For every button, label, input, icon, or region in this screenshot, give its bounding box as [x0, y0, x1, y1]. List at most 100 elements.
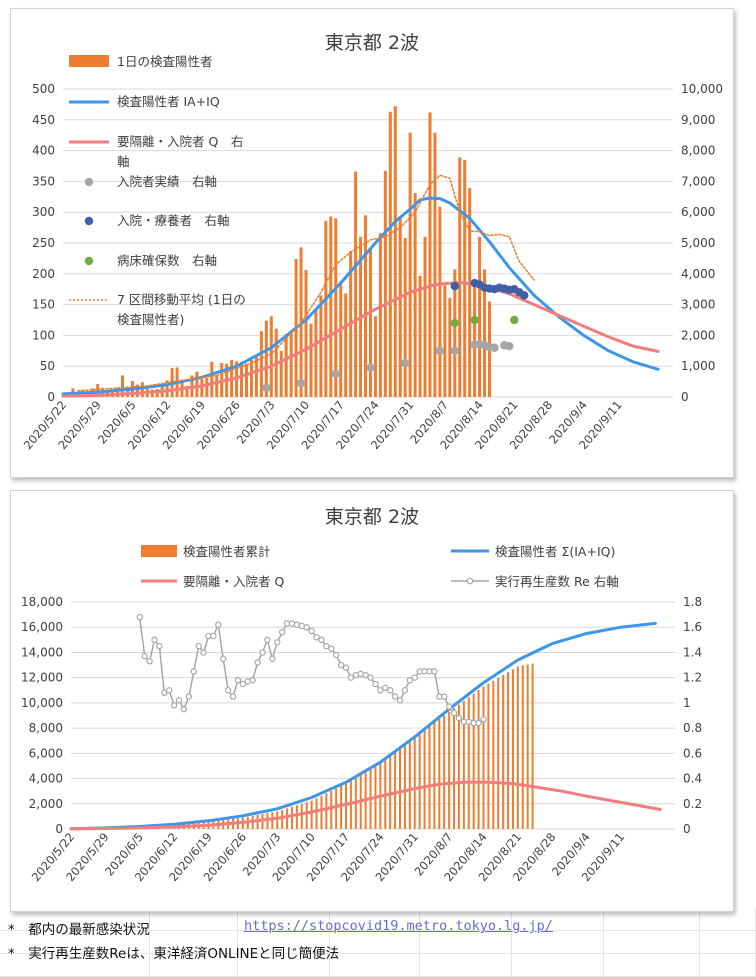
cumulative-bar: [276, 811, 279, 829]
scatter-point: [435, 346, 445, 355]
re-point: [249, 676, 256, 684]
daily-positive-bar: [453, 269, 457, 397]
y-right-tick-label: 0: [681, 390, 689, 404]
y-left-tick-label: 0: [55, 822, 63, 836]
sheet-cell: [604, 908, 700, 931]
cumulative-bar: [457, 704, 460, 829]
sheet-cell: [238, 931, 330, 954]
note-re-method: * 実行再生産数Reは、東洋経済ONLINEと同じ簡便法: [8, 946, 340, 962]
re-point: [445, 703, 453, 710]
daily-positive-bar: [249, 360, 253, 397]
daily-positive-bar: [413, 193, 417, 397]
y-left-tick-label: 12,000: [21, 671, 63, 685]
stopcovid-link[interactable]: https://stopcovid19.metro.tokyo.lg.jp/: [244, 918, 553, 934]
daily-positive-bar: [408, 132, 412, 397]
y-left-tick-label: 2,000: [29, 797, 63, 811]
re-point: [141, 653, 148, 660]
cumulative-bar: [453, 708, 456, 829]
daily-positive-bar: [458, 157, 462, 397]
re-point: [156, 642, 163, 650]
sheet-cell: [330, 908, 420, 931]
daily-positive-chart-svg: 東京都 2波 0 50 100 150 200 250 300 350 400 450 500 0 1,0…: [21, 32, 723, 452]
re-point: [455, 714, 463, 722]
re-point: [175, 697, 183, 704]
legend-gray-marker: [466, 577, 474, 585]
daily-positive-bar: [96, 384, 100, 397]
scatter-point: [450, 346, 459, 355]
scatter-point: [470, 315, 479, 325]
scatter-point: [490, 343, 499, 352]
y-left-tick-label: 300: [32, 205, 55, 219]
re-point: [239, 680, 247, 688]
legend-red-label: 要隔離・入院者 Q: [183, 574, 284, 589]
daily-positive-bar: [393, 106, 397, 398]
scatter-point: [331, 369, 340, 379]
cumulative-bar: [310, 800, 313, 829]
y-right-tick-label: 0.2: [683, 797, 702, 811]
cumulative-bar: [433, 722, 436, 829]
cumulative-bar: [325, 793, 328, 829]
re-point: [136, 613, 143, 621]
daily-positive-chart[interactable]: 東京都 2波 0 50 100 150 200 250 300 350 400 450 500 0 1,0…: [10, 8, 734, 478]
y-right-tick-label: 9,000: [681, 113, 715, 127]
y-left-tick-label: 450: [32, 113, 55, 127]
daily-positive-bar: [304, 270, 308, 397]
daily-positive-bar: [259, 331, 263, 397]
cumulative-bar: [487, 683, 490, 829]
re-point: [146, 658, 153, 665]
daily-positive-bar: [373, 316, 377, 397]
y-left-tick-label: 400: [32, 144, 55, 158]
sheet-cell: [330, 954, 420, 977]
legend-bar-swatch: [69, 55, 109, 67]
daily-positive-bar: [473, 282, 477, 397]
re-point: [386, 687, 394, 694]
legend-gray-label: 入院者実績 右軸: [117, 174, 217, 189]
cumulative-bar: [418, 733, 421, 829]
re-point: [367, 674, 374, 681]
cumulative-positive-chart[interactable]: 東京都 2波 0 2,000 4,000 6,000 8,000 10,000 12,000 1…: [10, 490, 734, 912]
y-left-tick-label: 14,000: [21, 645, 63, 659]
re-point: [269, 655, 276, 662]
daily-positive-bar: [279, 350, 283, 397]
legend-gray-label: 実行再生産数 Re 右軸: [495, 574, 619, 589]
note-latest-status: * 都内の最新感染状況: [8, 922, 150, 938]
cumulative-bar: [408, 740, 411, 829]
sheet-cell: [238, 908, 330, 931]
re-point: [161, 689, 168, 696]
cumulative-bar: [394, 751, 397, 829]
cumulative-bar: [443, 715, 446, 829]
re-point: [185, 693, 193, 700]
daily-positive-bar: [339, 281, 343, 397]
daily-positive-bar: [215, 375, 219, 397]
re-point: [254, 659, 261, 666]
cumulative-bar: [300, 803, 303, 829]
y-left-tick-label: 16,000: [21, 620, 63, 634]
scatter-point: [262, 383, 271, 392]
cumulative-bar: [315, 798, 318, 829]
re-point: [401, 687, 409, 694]
re-point: [441, 693, 448, 700]
re-point: [170, 702, 178, 709]
cumulative-bar: [295, 805, 298, 829]
re-point: [342, 664, 350, 671]
cumulative-bar: [428, 726, 431, 829]
y-right-tick-label: 1.8: [683, 595, 702, 609]
daily-positive-bar: [433, 132, 437, 397]
daily-positive-bar: [319, 295, 323, 397]
daily-positive-bar: [140, 382, 144, 397]
re-point: [259, 649, 266, 656]
daily-positive-bar: [438, 206, 442, 397]
re-point: [450, 709, 458, 717]
sheet-cell: [700, 954, 756, 977]
sheet-cell: [604, 931, 700, 954]
cumulative-bar: [403, 744, 406, 829]
legend-bar-label: 検査陽性者累計: [183, 544, 271, 559]
sheet-cell: [604, 954, 700, 977]
daily-positive-bar: [398, 217, 402, 397]
cumulative-bar: [271, 812, 274, 829]
scatter-point: [505, 341, 514, 351]
y-left-tick-label: 0: [47, 390, 55, 404]
daily-positive-bar: [344, 293, 348, 397]
re-point: [382, 684, 389, 691]
daily-positive-bar: [314, 308, 318, 397]
